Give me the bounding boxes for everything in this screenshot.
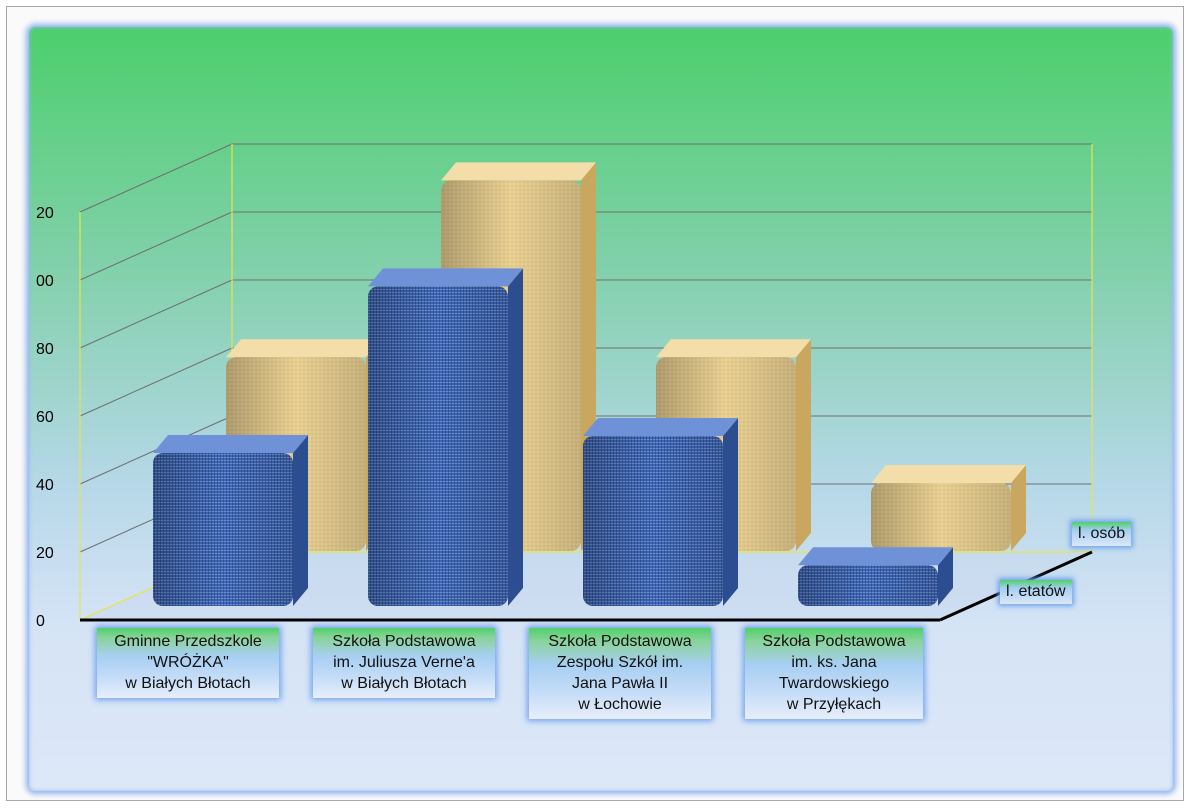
- category-label: Szkoła Podstawowa Zespołu Szkół im. Jana P…: [529, 628, 711, 719]
- y-tick-label: 80: [36, 341, 54, 358]
- y-tick-label: 00: [36, 273, 54, 290]
- y-tick-label: 20: [36, 205, 54, 222]
- y-tick-label: 40: [36, 477, 54, 494]
- side-gridline: [79, 347, 233, 417]
- y-tick-label: 60: [36, 409, 54, 426]
- y-tick-label: 0: [36, 613, 45, 630]
- category-label: Szkoła Podstawowa im. Juliusza Verne'a w B…: [313, 628, 495, 698]
- y-axis-ticks: 0 20 40 60 80 00 20: [36, 205, 54, 630]
- bar-l-os-b-3: [871, 465, 1026, 551]
- bar-l-etat-w-0: [153, 435, 308, 606]
- category-label: Gminne Przedszkole "WRÓŻKA" w Białych Błot…: [97, 628, 279, 698]
- bar-l-etat-w-1: [368, 268, 523, 606]
- bar-l-etat-w-2: [583, 418, 738, 606]
- category-label: Szkoła Podstawowa im. ks. Jana Twardowskie…: [745, 628, 923, 719]
- legend-entry: l. osób: [1072, 522, 1132, 546]
- legend-entry: l. etatów: [1000, 580, 1072, 604]
- bar-l-etat-w-3: [798, 547, 953, 606]
- chart-bars: [153, 162, 1026, 606]
- side-gridline: [79, 211, 233, 281]
- side-gridline: [79, 279, 233, 349]
- side-gridline: [79, 143, 233, 213]
- y-tick-label: 20: [36, 545, 54, 562]
